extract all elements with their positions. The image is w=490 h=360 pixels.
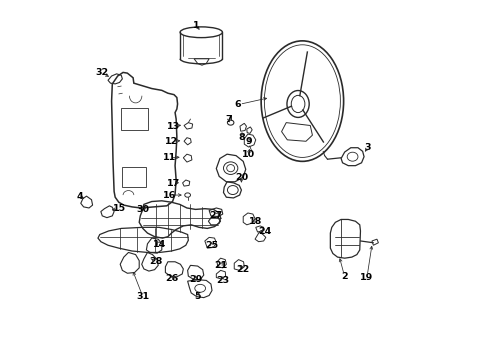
Text: 3: 3	[365, 143, 371, 152]
Text: 18: 18	[249, 217, 263, 226]
Text: 21: 21	[214, 261, 227, 270]
Text: 7: 7	[225, 114, 232, 123]
Text: 25: 25	[205, 241, 219, 250]
Text: 4: 4	[77, 192, 83, 201]
Text: 13: 13	[167, 122, 180, 131]
Text: 26: 26	[165, 274, 178, 283]
Text: 5: 5	[195, 292, 201, 301]
Text: 22: 22	[237, 265, 250, 274]
Text: 16: 16	[163, 190, 176, 199]
Text: 19: 19	[360, 273, 373, 282]
Text: 30: 30	[136, 205, 149, 214]
Text: 1: 1	[193, 21, 200, 30]
Text: 8: 8	[238, 133, 245, 142]
Text: 28: 28	[149, 257, 163, 266]
Text: 12: 12	[165, 137, 178, 146]
Text: 31: 31	[136, 292, 149, 301]
Text: 27: 27	[209, 211, 222, 220]
Text: 6: 6	[235, 100, 241, 109]
Text: 29: 29	[189, 275, 202, 284]
Text: 14: 14	[153, 240, 166, 249]
Text: 23: 23	[216, 276, 229, 285]
Text: 15: 15	[113, 204, 126, 213]
Text: 2: 2	[342, 272, 348, 281]
Text: 11: 11	[163, 153, 176, 162]
Text: 24: 24	[258, 228, 271, 237]
Text: 10: 10	[242, 150, 255, 159]
Text: 17: 17	[167, 179, 180, 188]
Text: 9: 9	[245, 137, 252, 146]
Text: 20: 20	[235, 173, 248, 182]
Text: 32: 32	[95, 68, 108, 77]
